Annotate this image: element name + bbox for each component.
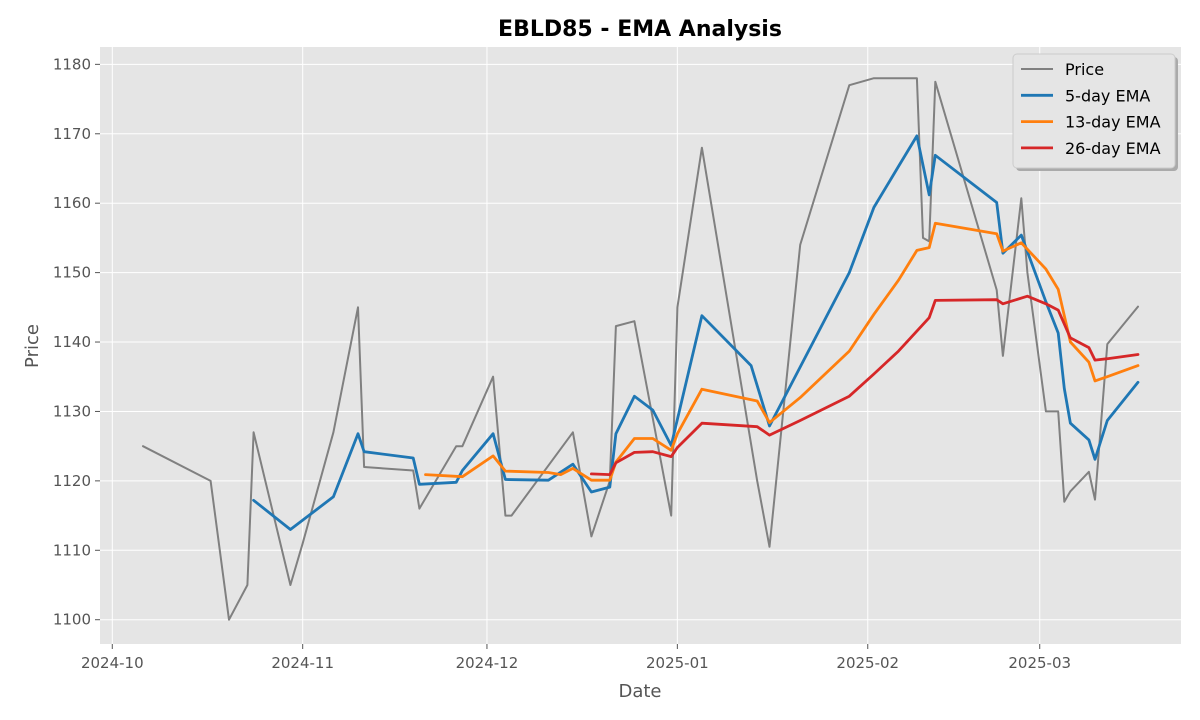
grid-lines bbox=[100, 47, 1181, 644]
legend-label: 5-day EMA bbox=[1065, 86, 1150, 105]
series-line-5-day-ema bbox=[252, 134, 1140, 531]
x-tick-label: 2025-03 bbox=[1008, 654, 1071, 672]
legend-box bbox=[1012, 53, 1176, 169]
series-line-26-day-ema bbox=[590, 294, 1140, 476]
legend-label: 13-day EMA bbox=[1065, 113, 1161, 132]
x-tick-label: 2025-02 bbox=[836, 654, 899, 672]
x-axis: 2024-10 2024-11 2024-12 2025-01 2025-02 2025-… bbox=[81, 644, 1071, 672]
y-axis-label: Price bbox=[22, 324, 43, 368]
y-tick-label: 1180 bbox=[53, 55, 91, 73]
legend: Price 5-day EMA 13-day EMA 26-day EMA bbox=[1012, 53, 1178, 171]
x-tick-label: 2024-11 bbox=[271, 654, 334, 672]
series-line-13-day-ema bbox=[424, 221, 1140, 482]
y-tick-label: 1120 bbox=[53, 472, 91, 490]
y-axis: 1100 1110 1120 1130 1140 1150 1160 1170 1180 bbox=[53, 55, 100, 629]
y-tick-label: 1160 bbox=[53, 194, 91, 212]
x-axis-label: Date bbox=[618, 681, 661, 702]
y-tick-label: 1140 bbox=[53, 333, 91, 351]
x-tick-label: 2025-01 bbox=[646, 654, 709, 672]
x-tick-label: 2024-10 bbox=[81, 654, 144, 672]
y-tick-label: 1100 bbox=[53, 611, 91, 629]
y-tick-label: 1110 bbox=[53, 541, 91, 559]
legend-label: 26-day EMA bbox=[1065, 139, 1161, 158]
y-tick-label: 1170 bbox=[53, 125, 91, 143]
y-tick-label: 1150 bbox=[53, 264, 91, 282]
chart-title: EBLD85 - EMA Analysis bbox=[498, 17, 782, 42]
y-tick-label: 1130 bbox=[53, 402, 91, 420]
x-tick-label: 2024-12 bbox=[456, 654, 519, 672]
legend-label: Price bbox=[1065, 60, 1104, 79]
series-layer bbox=[142, 77, 1140, 621]
series-line-price bbox=[142, 77, 1139, 621]
